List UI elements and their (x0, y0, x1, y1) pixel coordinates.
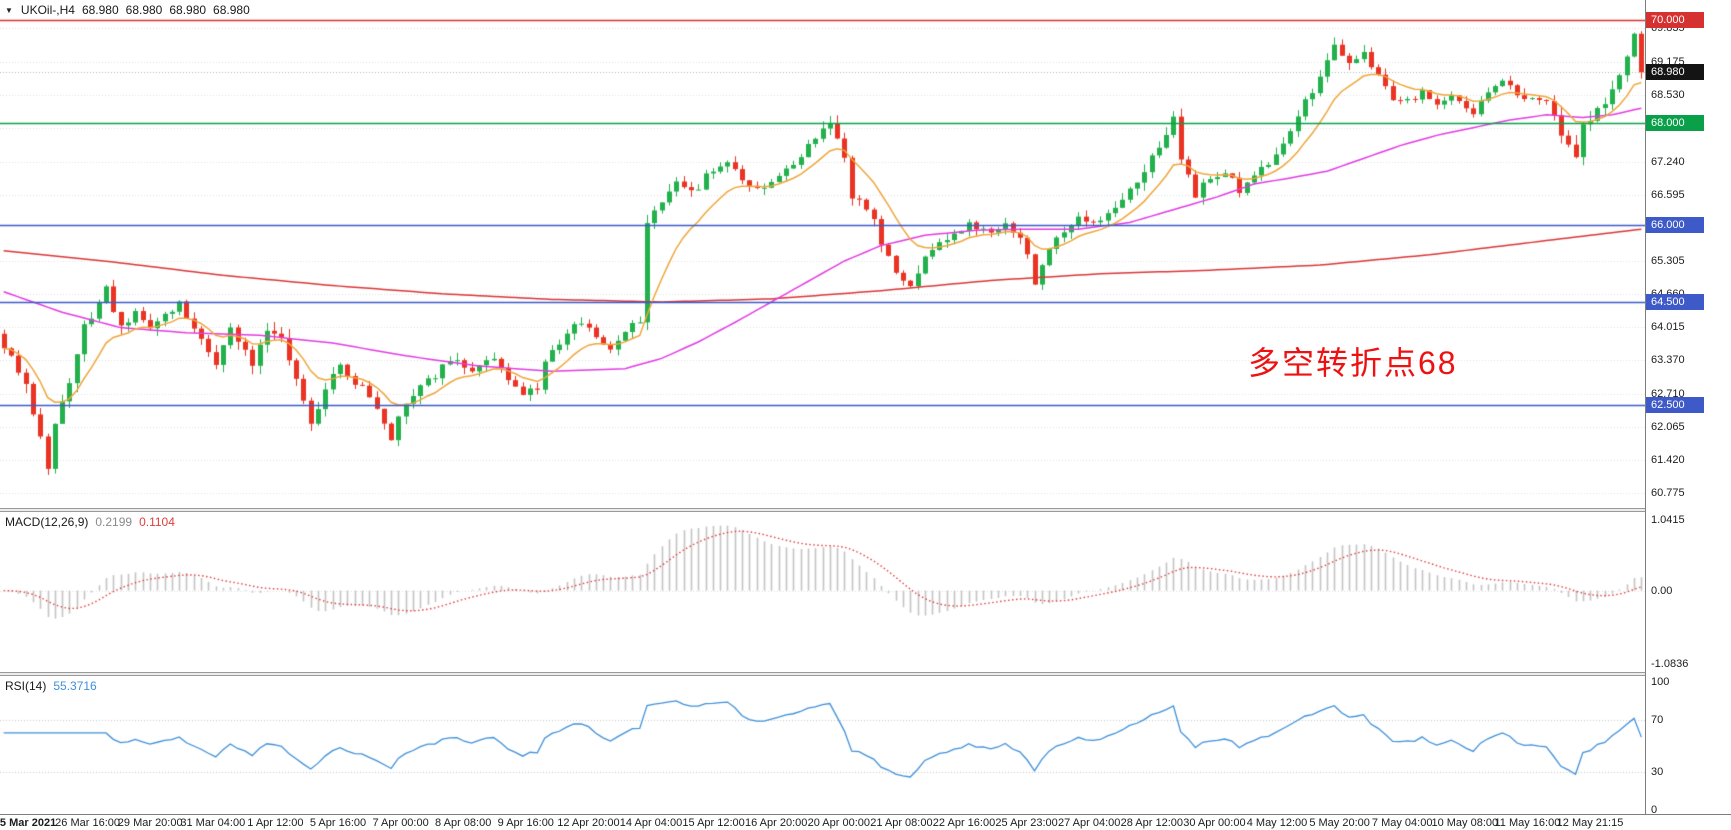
price-badge-current: 68.980 (1646, 64, 1704, 81)
macd-axis-label: 0.00 (1651, 584, 1673, 597)
price-axis-label: 68.530 (1651, 89, 1685, 102)
price-axis-label: 60.775 (1651, 486, 1685, 499)
time-axis-label: 20 Apr 00:00 (807, 817, 870, 829)
time-axis-label: 26 Mar 16:00 (55, 817, 121, 829)
time-axis-label: 22 Apr 16:00 (932, 817, 996, 829)
chart-text-annotation: 多空转折点68 (1248, 345, 1458, 381)
price-badge-pivot: 68.000 (1646, 114, 1704, 131)
time-axis-label: 21 Apr 08:00 (870, 817, 933, 829)
time-axis-label: 28 Apr 12:00 (1120, 817, 1183, 829)
macd-axis-label: 1.0415 (1651, 514, 1685, 527)
price-axis-label: 66.595 (1651, 188, 1685, 201)
price-axis-label: 62.065 (1651, 420, 1685, 433)
time-axis-label: 7 Apr 00:00 (372, 817, 429, 829)
macd-canvas[interactable] (0, 512, 1645, 672)
time-axis-label: 25 Mar 2021 (0, 817, 57, 829)
price-axis-label: 65.305 (1651, 254, 1685, 267)
time-axis-label: 9 Apr 16:00 (497, 817, 554, 829)
main-chart-canvas[interactable] (0, 0, 1645, 508)
panel-divider[interactable] (0, 508, 1731, 512)
time-axis-label: 7 May 04:00 (1371, 817, 1433, 829)
rsi-axis-label: 0 (1651, 804, 1658, 816)
price-axis-label: 61.420 (1651, 453, 1685, 466)
macd-panel: MACD(12,26,9) 0.2199 0.1104 (0, 512, 1645, 672)
time-axis-label: 12 Apr 20:00 (557, 817, 620, 829)
time-axis-label: 10 May 08:00 (1431, 817, 1499, 829)
price-badge-support: 64.500 (1646, 293, 1704, 310)
main-chart-panel: ▼ UKOil-,H4 68.980 68.980 68.980 68.980 … (0, 0, 1645, 508)
time-axis-label: 5 Apr 16:00 (309, 817, 367, 829)
price-axis[interactable]: 69.83569.17568.53067.88567.24066.59565.3… (1645, 0, 1731, 816)
time-axis-label: 25 Apr 23:00 (995, 817, 1058, 829)
time-axis-label: 5 May 20:00 (1309, 817, 1370, 829)
time-axis-label: 12 May 21:15 (1556, 817, 1624, 829)
price-axis-label: 63.370 (1651, 353, 1685, 366)
rsi-axis-label: 30 (1651, 765, 1664, 778)
price-badge-support: 66.000 (1646, 217, 1704, 234)
time-axis[interactable]: 25 Mar 2021 26 Mar 16:00 29 Mar 20:00 31 Ma… (0, 814, 1731, 830)
time-axis-label: 29 Mar 20:00 (117, 817, 183, 829)
time-axis-label: 30 Apr 00:00 (1183, 817, 1246, 829)
time-axis-label: 1 Apr 12:00 (247, 817, 304, 829)
rsi-axis-label: 70 (1651, 714, 1664, 727)
price-axis-label: 67.240 (1651, 155, 1685, 168)
time-axis-label: 8 Apr 08:00 (435, 817, 492, 829)
price-axis-label: 64.015 (1651, 320, 1685, 333)
time-axis-label: 27 Apr 04:00 (1057, 817, 1121, 829)
panel-divider[interactable] (0, 672, 1731, 676)
time-axis-label: 31 Mar 04:00 (180, 817, 246, 829)
time-axis-label: 15 Apr 12:00 (682, 817, 745, 829)
time-axis-label: 16 Apr 20:00 (744, 817, 808, 829)
price-badge-resistance: 70.000 (1646, 12, 1704, 28)
time-axis-label: 14 Apr 04:00 (619, 817, 683, 829)
rsi-panel: RSI(14) 55.3716 (0, 676, 1645, 814)
rsi-canvas[interactable] (0, 676, 1645, 814)
time-axis-label: 11 May 16:00 (1494, 817, 1561, 829)
macd-axis-label: -1.0836 (1651, 658, 1689, 671)
rsi-axis-label: 100 (1651, 676, 1670, 688)
price-badge-support: 62.500 (1646, 396, 1704, 413)
time-axis-label: 4 May 12:00 (1246, 817, 1308, 829)
